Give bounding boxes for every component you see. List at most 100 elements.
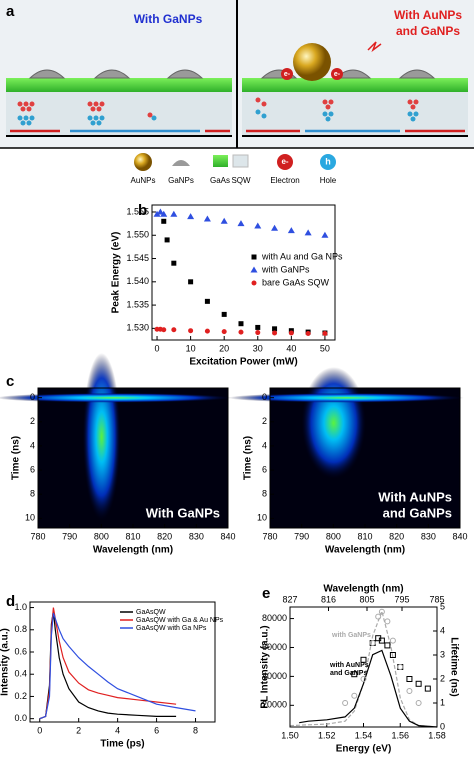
heatmap-band xyxy=(0,392,232,403)
x-tick-label: 30 xyxy=(253,343,263,353)
icon-label: e- xyxy=(281,157,288,166)
y-axis-label: Intensity (a.u.) xyxy=(0,628,11,696)
x-tick-label: 780 xyxy=(30,531,45,541)
panel-label: e xyxy=(262,585,270,602)
y2-tick-label: 0 xyxy=(440,721,445,731)
legend-icon xyxy=(213,155,228,167)
legend-icon xyxy=(320,154,336,170)
y-tick-label: 80000 xyxy=(262,613,287,623)
y-tick-label: 0.0 xyxy=(14,713,27,723)
y-tick-label: 6 xyxy=(30,464,35,474)
point xyxy=(305,330,311,336)
legend-icon xyxy=(232,154,249,168)
y2-tick-label: 4 xyxy=(440,625,445,635)
panel-label: a xyxy=(6,3,15,20)
plot-frame xyxy=(29,601,216,723)
point xyxy=(351,671,358,678)
x-tick-label: 10 xyxy=(186,343,196,353)
annotation: With GaNPs xyxy=(146,505,220,520)
y-tick-label: 8 xyxy=(30,489,35,499)
x-tick-label: 1.50 xyxy=(281,730,299,740)
line xyxy=(299,649,438,728)
legend-label: SQW xyxy=(231,176,251,185)
plot-frame xyxy=(37,387,229,529)
y-tick-label: 8 xyxy=(262,489,267,499)
legend-label: Electron xyxy=(270,176,299,185)
right-title: With AuNPs xyxy=(394,8,462,22)
heatmap-signal xyxy=(301,367,366,479)
point xyxy=(171,260,177,266)
x-tick-label: 2 xyxy=(76,725,81,735)
y-tick-label: 1.540 xyxy=(126,276,149,286)
point xyxy=(238,329,244,335)
electron-label: e- xyxy=(334,71,341,78)
legend-label: GaNPs xyxy=(168,176,194,185)
point xyxy=(188,328,194,334)
legend-label: Hole xyxy=(320,176,337,185)
left-title: With GaNPs xyxy=(134,12,203,26)
y2-tick-label: 5 xyxy=(440,601,445,611)
legend-label: GaAsQW with Ga & Au NPs xyxy=(136,617,224,624)
point xyxy=(288,330,294,336)
y-axis-label: Time (ns) xyxy=(11,436,22,480)
x-tick-label: 830 xyxy=(421,531,436,541)
x-axis-label: Excitation Power (mW) xyxy=(189,357,297,368)
y-tick-label: 0 xyxy=(30,392,35,402)
y-tick-label: 4 xyxy=(30,440,35,450)
gaas-layer xyxy=(6,78,232,92)
legend-marker xyxy=(251,254,257,260)
x-axis-label: Energy (eV) xyxy=(336,744,392,755)
y-tick-label: 1.530 xyxy=(126,323,149,333)
y-tick-label: 0.4 xyxy=(14,669,27,679)
x-tick-label: 800 xyxy=(326,531,341,541)
point xyxy=(406,676,413,682)
point xyxy=(271,224,279,231)
legend-icon xyxy=(277,154,293,170)
y-tick-label: 1.535 xyxy=(126,299,149,309)
point xyxy=(156,208,164,215)
y-axis-label: Time (ns) xyxy=(243,436,254,480)
point xyxy=(384,642,391,649)
point xyxy=(360,656,367,663)
point xyxy=(171,327,177,333)
x-tick-label: 1.52 xyxy=(318,730,336,740)
x-tick-label: 40 xyxy=(286,343,296,353)
legend-label: with GaNPs xyxy=(261,264,310,274)
panel-label: d xyxy=(6,593,15,610)
x-tick-label: 840 xyxy=(452,531,467,541)
annotation: with AuNPs xyxy=(329,662,369,669)
legend-marker xyxy=(251,280,257,286)
x-tick-label: 820 xyxy=(389,531,404,541)
point xyxy=(375,613,382,620)
y-tick-label: 0.2 xyxy=(14,691,27,701)
heatmap-bg xyxy=(38,388,228,528)
point xyxy=(287,227,295,234)
y-tick-label: 2 xyxy=(262,416,267,426)
electron-label: e- xyxy=(284,71,291,78)
y-tick-label: 0.6 xyxy=(14,646,27,656)
legend-label: AuNPs xyxy=(131,176,156,185)
point xyxy=(153,210,161,217)
panel-label: c xyxy=(6,373,14,390)
x-tick-label: 1.58 xyxy=(428,730,446,740)
point xyxy=(415,680,422,687)
point xyxy=(272,330,278,336)
y-tick-label: 6 xyxy=(262,464,267,474)
point xyxy=(237,220,245,227)
y-tick-label: 2 xyxy=(30,416,35,426)
point xyxy=(187,213,195,220)
y2-tick-label: 3 xyxy=(440,649,445,659)
schematic-legend: e- h AuNPs GaNPs GaAs SQW Electron Hole xyxy=(131,153,337,185)
point xyxy=(378,637,385,644)
point xyxy=(342,700,349,706)
point xyxy=(384,618,391,625)
point xyxy=(188,279,194,285)
y-tick-label: 1.550 xyxy=(126,230,149,240)
y-axis-label: PL Intensity (a.u.) xyxy=(260,625,271,708)
legend-label: GaAsQW with Ga NPs xyxy=(136,625,207,632)
electron xyxy=(281,68,293,80)
point xyxy=(322,330,328,336)
point xyxy=(360,676,367,682)
y-tick-label: 60000 xyxy=(262,642,287,652)
legend-label: with Au and Ga NPs xyxy=(261,251,343,261)
